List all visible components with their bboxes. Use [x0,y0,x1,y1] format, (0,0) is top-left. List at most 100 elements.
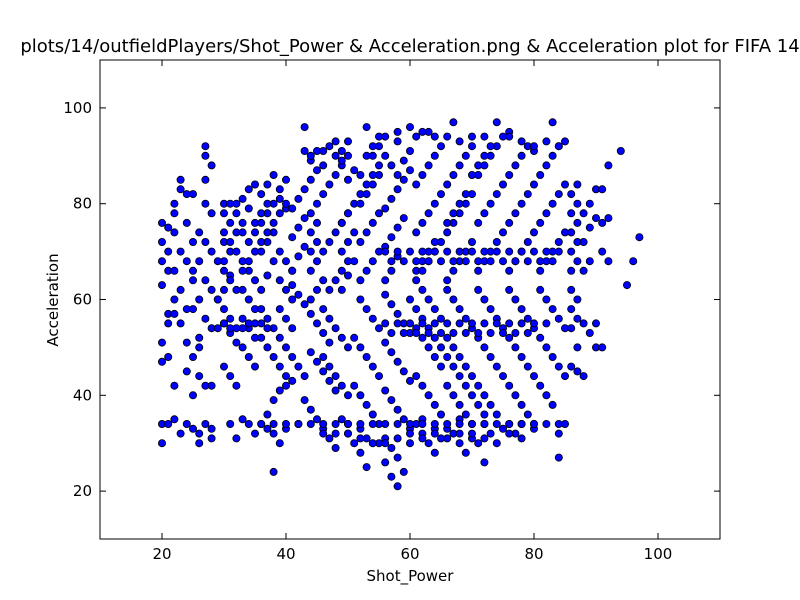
data-point [461,381,470,390]
data-point [424,295,433,304]
data-point [238,314,247,323]
data-point [399,257,408,266]
data-point [430,305,439,314]
data-point [312,357,321,366]
data-point [523,410,532,419]
data-point [511,161,520,170]
data-point [226,237,235,246]
data-point [430,247,439,256]
data-point [226,314,235,323]
data-point [325,237,334,246]
data-point [554,247,563,256]
data-point [585,199,594,208]
data-point [319,247,328,256]
data-point [405,166,414,175]
data-point [418,127,427,136]
data-point [343,175,352,184]
data-point [530,419,539,428]
data-point [542,319,551,328]
data-point [387,257,396,266]
data-point [312,415,321,424]
data-point [331,429,340,438]
data-point [399,156,408,165]
data-point [455,199,464,208]
data-point [343,429,352,438]
data-point [548,305,557,314]
data-point [312,218,321,227]
data-point [393,419,402,428]
data-point [250,276,259,285]
data-point [424,343,433,352]
data-point [455,161,464,170]
data-point [288,233,297,242]
data-point [176,175,185,184]
data-point [579,266,588,275]
data-point [436,362,445,371]
data-point [306,209,315,218]
data-point [381,338,390,347]
data-point [381,319,390,328]
data-point [505,285,514,294]
data-point [387,328,396,337]
data-point [467,132,476,141]
data-point [331,228,340,237]
data-point [430,132,439,141]
data-point [201,419,210,428]
data-point [449,362,458,371]
data-point [530,180,539,189]
data-point [498,328,507,337]
data-point [337,218,346,227]
data-point [443,228,452,237]
data-point [492,410,501,419]
data-point [412,257,421,266]
data-point [498,257,507,266]
data-point [387,443,396,452]
data-point [387,472,396,481]
data-point [170,381,179,390]
data-point [405,123,414,132]
x-tick-label: 40 [276,545,295,563]
data-point [213,257,222,266]
data-point [331,419,340,428]
data-point [536,285,545,294]
data-point [461,314,470,323]
data-points [157,118,644,491]
data-point [430,400,439,409]
data-point [393,309,402,318]
data-point [430,448,439,457]
data-point [201,199,210,208]
data-point [294,223,303,232]
data-point [300,300,309,309]
data-point [294,419,303,428]
data-point [275,194,284,203]
data-point [319,352,328,361]
data-point [449,343,458,352]
data-point [257,333,266,342]
data-point [511,343,520,352]
data-point [182,338,191,347]
data-point [263,199,272,208]
data-point [536,257,545,266]
data-point [319,328,328,337]
data-point [567,266,576,275]
data-point [430,419,439,428]
data-point [418,285,427,294]
data-point [368,218,377,227]
data-point [461,362,470,371]
data-point [480,151,489,160]
data-point [263,410,272,419]
data-point [461,328,470,337]
data-point [418,218,427,227]
data-point [263,271,272,280]
data-point [436,328,445,337]
data-point [226,372,235,381]
data-point [164,352,173,361]
data-point [343,209,352,218]
data-point [523,190,532,199]
data-point [188,352,197,361]
data-point [362,190,371,199]
data-point [424,391,433,400]
data-point [368,410,377,419]
data-point [356,170,365,179]
